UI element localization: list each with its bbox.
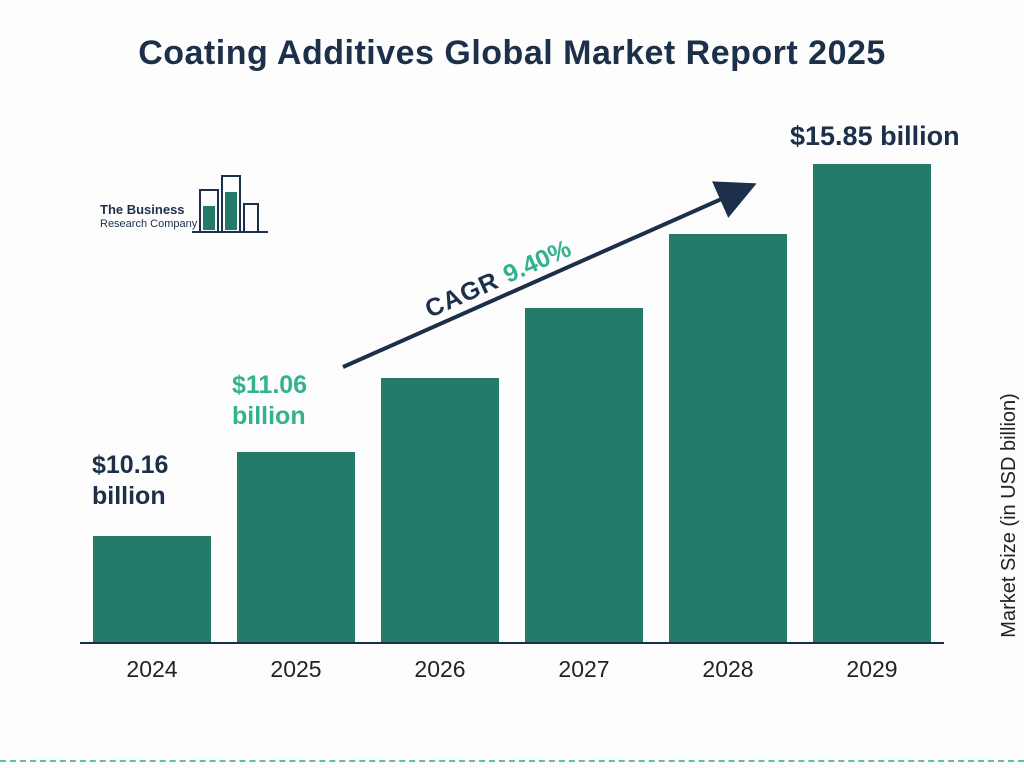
x-tick-label: 2027 (512, 644, 656, 690)
bar-rect (93, 536, 211, 644)
x-tick-label: 2024 (80, 644, 224, 690)
x-axis-labels: 2024 2025 2026 2027 2028 2029 (80, 644, 944, 690)
x-tick-label: 2029 (800, 644, 944, 690)
callout-2029: $15.85 billion (790, 120, 990, 154)
bar-2028 (656, 150, 800, 644)
footer-dashed-rule (0, 760, 1024, 762)
x-tick-label: 2025 (224, 644, 368, 690)
bar-2027 (512, 150, 656, 644)
callout-2024: $10.16 billion (92, 450, 222, 513)
x-tick-label: 2026 (368, 644, 512, 690)
bar-rect (525, 308, 643, 644)
x-tick-label: 2028 (656, 644, 800, 690)
bar-2024 (80, 150, 224, 644)
bar-rect (237, 452, 355, 644)
bar-chart: 2024 2025 2026 2027 2028 2029 (80, 150, 944, 690)
callout-2025: $11.06 billion (232, 370, 362, 433)
bar-2029 (800, 150, 944, 644)
bar-rect (813, 164, 931, 644)
bar-2026 (368, 150, 512, 644)
page-title: Coating Additives Global Market Report 2… (0, 34, 1024, 73)
bar-rect (381, 378, 499, 644)
bars-container (80, 150, 944, 644)
page-root: Coating Additives Global Market Report 2… (0, 0, 1024, 768)
y-axis-label: Market Size (in USD billion) (999, 393, 1022, 638)
bar-rect (669, 234, 787, 644)
